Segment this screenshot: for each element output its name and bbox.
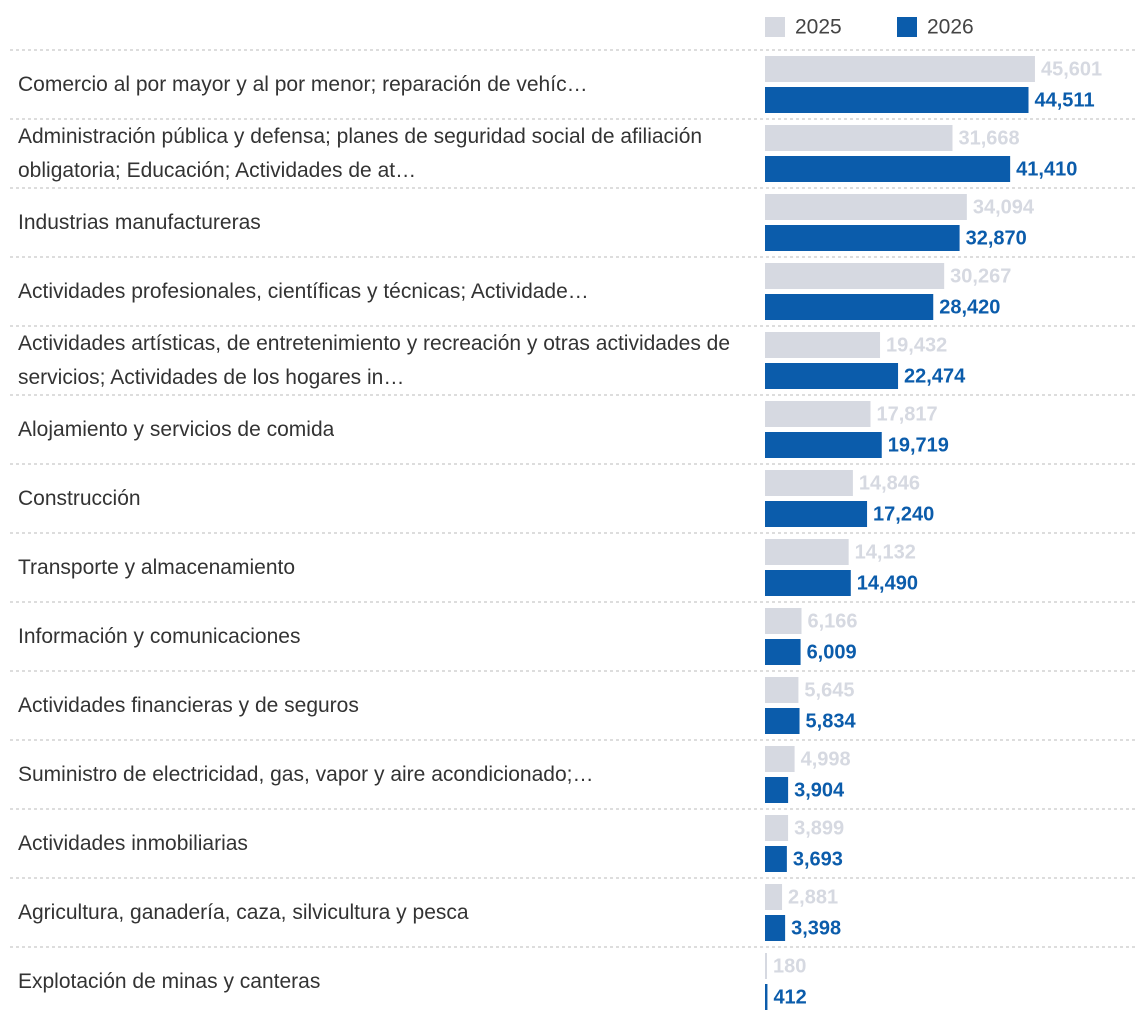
value-label: 30,267 <box>950 265 1011 287</box>
bar <box>765 156 1011 182</box>
category-label: Construcción <box>18 464 760 533</box>
category-text: Agricultura, ganadería, caza, silvicultu… <box>18 900 469 924</box>
category-label: Administración pública y defensa; planes… <box>18 119 760 188</box>
bar <box>765 401 871 427</box>
value-label: 41,410 <box>1016 158 1077 180</box>
category-text: Información y comunicaciones <box>18 624 301 648</box>
category-label: Agricultura, ganadería, caza, silvicultu… <box>18 878 760 947</box>
value-label: 5,834 <box>806 710 857 732</box>
value-label: 3,398 <box>791 917 841 939</box>
bar <box>765 639 801 665</box>
bar <box>765 953 767 979</box>
value-label: 6,009 <box>807 641 857 663</box>
category-text: Actividades financieras y de seguros <box>18 693 359 717</box>
category-text: Administración pública y defensa; planes… <box>18 124 703 182</box>
value-label: 2,881 <box>788 886 838 908</box>
bar <box>765 846 787 872</box>
category-label: Actividades financieras y de seguros <box>18 671 760 740</box>
category-label: Suministro de electricidad, gas, vapor y… <box>18 740 760 809</box>
legend-label: 2025 <box>795 16 842 39</box>
bar <box>765 777 789 803</box>
value-label: 14,132 <box>855 541 916 563</box>
bar <box>765 332 881 358</box>
value-label: 22,474 <box>904 365 966 387</box>
value-label: 3,693 <box>793 848 843 870</box>
category-text: Actividades artísticas, de entretenimien… <box>18 331 731 389</box>
category-text: Alojamiento y servicios de comida <box>18 417 335 441</box>
value-label: 3,904 <box>794 779 845 801</box>
value-label: 14,846 <box>859 472 920 494</box>
value-label: 19,719 <box>888 434 949 456</box>
category-text: Explotación de minas y canteras <box>18 969 321 993</box>
legend-swatch <box>897 17 917 37</box>
bar <box>765 915 786 941</box>
bar <box>765 363 899 389</box>
legend-swatch <box>765 17 785 37</box>
value-label: 28,420 <box>939 296 1000 318</box>
value-label: 31,668 <box>958 127 1019 149</box>
value-label: 19,432 <box>886 334 947 356</box>
category-label: Actividades profesionales, científicas y… <box>18 257 760 326</box>
bar <box>765 746 795 772</box>
bar <box>765 984 768 1010</box>
value-label: 4,998 <box>801 748 851 770</box>
value-label: 32,870 <box>966 227 1027 249</box>
category-text: Suministro de electricidad, gas, vapor y… <box>18 762 594 786</box>
category-label: Transporte y almacenamiento <box>18 533 760 602</box>
value-label: 3,899 <box>794 817 844 839</box>
bar <box>765 56 1035 82</box>
category-text: Construcción <box>18 486 141 510</box>
category-text: Industrias manufactureras <box>18 210 261 234</box>
bar <box>765 501 868 527</box>
value-label: 17,240 <box>873 503 934 525</box>
category-text: Actividades inmobiliarias <box>18 831 248 855</box>
category-text: Actividades profesionales, científicas y… <box>18 279 589 303</box>
value-label: 14,490 <box>857 572 918 594</box>
bar <box>765 125 953 151</box>
value-label: 17,817 <box>876 403 937 425</box>
value-label: 412 <box>773 986 806 1008</box>
bar <box>765 470 853 496</box>
value-label: 5,645 <box>804 679 854 701</box>
category-text: Transporte y almacenamiento <box>18 555 296 579</box>
bar <box>765 884 783 910</box>
category-text: Comercio al por mayor y al por menor; re… <box>18 72 588 96</box>
category-label: Explotación de minas y canteras <box>18 947 760 1016</box>
legend-label: 2026 <box>927 16 974 39</box>
bar <box>765 225 960 251</box>
category-label: Información y comunicaciones <box>18 602 760 671</box>
bar <box>765 677 799 703</box>
bar <box>765 570 851 596</box>
category-label: Comercio al por mayor y al por menor; re… <box>18 50 760 119</box>
bar <box>765 294 934 320</box>
bar <box>765 87 1029 113</box>
bar <box>765 539 849 565</box>
value-label: 44,511 <box>1035 89 1095 111</box>
bar <box>765 608 802 634</box>
category-label: Industrias manufactureras <box>18 188 760 257</box>
value-label: 45,601 <box>1041 58 1102 80</box>
value-label: 6,166 <box>808 610 858 632</box>
category-label: Alojamiento y servicios de comida <box>18 395 760 464</box>
value-label: 34,094 <box>973 196 1035 218</box>
value-label: 180 <box>773 955 806 977</box>
bar <box>765 263 945 289</box>
category-label: Actividades inmobiliarias <box>18 809 760 878</box>
bar <box>765 708 800 734</box>
bar <box>765 432 882 458</box>
bar <box>765 194 967 220</box>
bar <box>765 815 789 841</box>
category-label: Actividades artísticas, de entretenimien… <box>18 326 760 395</box>
